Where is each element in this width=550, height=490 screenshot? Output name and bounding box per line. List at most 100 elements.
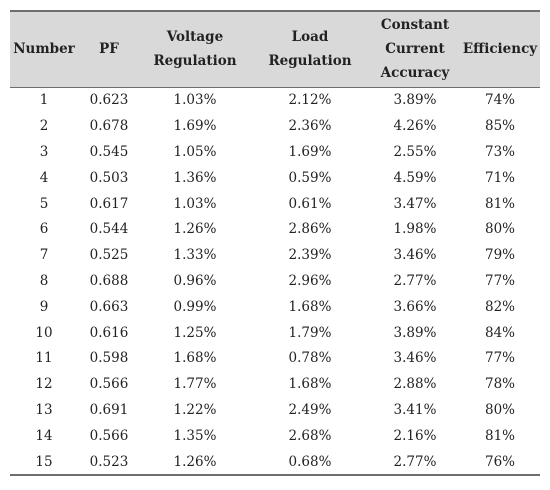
cell-number: 11 [35, 350, 53, 367]
table-row: 15 0.523 1.26% 0.68% 2.77% 76% [10, 448, 540, 477]
table-row: 5 0.617 1.03% 0.61% 3.47% 81% [10, 191, 540, 217]
header-constant-current-accuracy: Constant Current Accuracy [370, 10, 460, 88]
cell-constant-current-accuracy: 4.26% [393, 118, 437, 135]
table-row: 12 0.566 1.77% 1.68% 2.88% 78% [10, 371, 540, 397]
cell-pf: 0.617 [89, 195, 129, 212]
cell-number: 5 [39, 195, 49, 212]
cell-efficiency: 76% [460, 448, 540, 477]
cell-voltage-regulation: 1.22% [173, 401, 217, 418]
cell-number: 8 [39, 272, 49, 289]
table-row: 7 0.525 1.33% 2.39% 3.46% 79% [10, 242, 540, 268]
cell-pf: 0.616 [89, 324, 129, 341]
cell-constant-current-accuracy: 2.77% [370, 448, 460, 477]
cell-efficiency: 82% [484, 298, 515, 315]
cell-constant-current-accuracy: 3.47% [393, 195, 437, 212]
cell-number: 3 [39, 143, 49, 160]
cell-pf: 0.663 [89, 298, 129, 315]
header-line: Voltage [166, 29, 224, 46]
cell-efficiency: 79% [484, 247, 515, 264]
header-load-regulation: Load Regulation [250, 10, 370, 88]
data-table: Number PF Voltage Regulation Load Regula… [10, 10, 540, 477]
table-row: 2 0.678 1.69% 2.36% 4.26% 85% [10, 113, 540, 139]
cell-load-regulation: 0.68% [250, 448, 370, 477]
cell-efficiency: 80% [484, 401, 515, 418]
header-row: Number PF Voltage Regulation Load Regula… [10, 10, 540, 88]
table-row: 14 0.566 1.35% 2.68% 2.16% 81% [10, 423, 540, 449]
cell-load-regulation: 1.79% [288, 324, 332, 341]
cell-number: 2 [39, 118, 49, 135]
cell-load-regulation: 2.39% [288, 247, 332, 264]
cell-load-regulation: 2.36% [288, 118, 332, 135]
header-line: PF [99, 41, 119, 58]
cell-voltage-regulation: 0.99% [173, 298, 217, 315]
table-row: 6 0.544 1.26% 2.86% 1.98% 80% [10, 216, 540, 242]
table-row: 10 0.616 1.25% 1.79% 3.89% 84% [10, 320, 540, 346]
header-line: Load [291, 29, 329, 46]
cell-pf: 0.545 [89, 143, 129, 160]
cell-constant-current-accuracy: 3.66% [393, 298, 437, 315]
cell-constant-current-accuracy: 1.98% [393, 221, 437, 238]
cell-number: 1 [39, 92, 49, 109]
cell-pf: 0.525 [89, 247, 129, 264]
cell-pf: 0.598 [89, 350, 129, 367]
cell-load-regulation: 2.96% [288, 272, 332, 289]
cell-constant-current-accuracy: 2.88% [393, 376, 437, 393]
table-row: 4 0.503 1.36% 0.59% 4.59% 71% [10, 165, 540, 191]
cell-number: 10 [35, 324, 53, 341]
cell-number: 4 [39, 169, 49, 186]
cell-efficiency: 81% [484, 195, 515, 212]
table-row: 13 0.691 1.22% 2.49% 3.41% 80% [10, 397, 540, 423]
header-line: Efficiency [462, 41, 538, 58]
cell-load-regulation: 1.68% [288, 298, 332, 315]
cell-constant-current-accuracy: 3.46% [393, 247, 437, 264]
cell-number: 14 [35, 427, 53, 444]
cell-voltage-regulation: 1.26% [140, 448, 250, 477]
cell-pf: 0.691 [89, 401, 129, 418]
header-line: Regulation [268, 53, 352, 70]
cell-number: 13 [35, 401, 53, 418]
cell-efficiency: 77% [484, 272, 515, 289]
cell-voltage-regulation: 0.96% [173, 272, 217, 289]
cell-pf: 0.566 [89, 376, 129, 393]
header-number: Number [10, 10, 78, 88]
cell-number: 9 [39, 298, 49, 315]
header-line: Current [385, 41, 445, 58]
cell-efficiency: 71% [484, 169, 515, 186]
cell-voltage-regulation: 1.69% [173, 118, 217, 135]
header-voltage-regulation: Voltage Regulation [140, 10, 250, 88]
cell-efficiency: 78% [484, 376, 515, 393]
cell-pf: 0.623 [89, 92, 129, 109]
header-line: Regulation [153, 53, 237, 70]
cell-constant-current-accuracy: 3.46% [393, 350, 437, 367]
cell-constant-current-accuracy: 2.77% [393, 272, 437, 289]
cell-pf: 0.544 [89, 221, 129, 238]
header-efficiency: Efficiency [460, 10, 540, 88]
cell-load-regulation: 2.12% [288, 92, 332, 109]
cell-efficiency: 74% [484, 92, 515, 109]
data-table-container: Number PF Voltage Regulation Load Regula… [10, 10, 540, 477]
cell-voltage-regulation: 1.26% [173, 221, 217, 238]
cell-pf: 0.678 [89, 118, 129, 135]
table-row: 3 0.545 1.05% 1.69% 2.55% 73% [10, 139, 540, 165]
cell-voltage-regulation: 1.36% [173, 169, 217, 186]
table-row: 1 0.623 1.03% 2.12% 3.89% 74% [10, 87, 540, 113]
cell-voltage-regulation: 1.25% [173, 324, 217, 341]
cell-load-regulation: 1.68% [288, 376, 332, 393]
header-pf: PF [78, 10, 140, 88]
table-row: 8 0.688 0.96% 2.96% 2.77% 77% [10, 268, 540, 294]
cell-number: 15 [10, 448, 78, 477]
cell-efficiency: 84% [484, 324, 515, 341]
cell-voltage-regulation: 1.05% [173, 143, 217, 160]
cell-voltage-regulation: 1.68% [173, 350, 217, 367]
cell-load-regulation: 0.59% [288, 169, 332, 186]
cell-constant-current-accuracy: 3.89% [393, 92, 437, 109]
header-line: Constant [380, 17, 450, 34]
header-line: Accuracy [380, 65, 450, 82]
cell-efficiency: 80% [484, 221, 515, 238]
cell-load-regulation: 1.69% [288, 143, 332, 160]
cell-voltage-regulation: 1.03% [173, 195, 217, 212]
table-row: 9 0.663 0.99% 1.68% 3.66% 82% [10, 294, 540, 320]
cell-constant-current-accuracy: 4.59% [393, 169, 437, 186]
cell-pf: 0.566 [89, 427, 129, 444]
cell-constant-current-accuracy: 2.16% [393, 427, 437, 444]
